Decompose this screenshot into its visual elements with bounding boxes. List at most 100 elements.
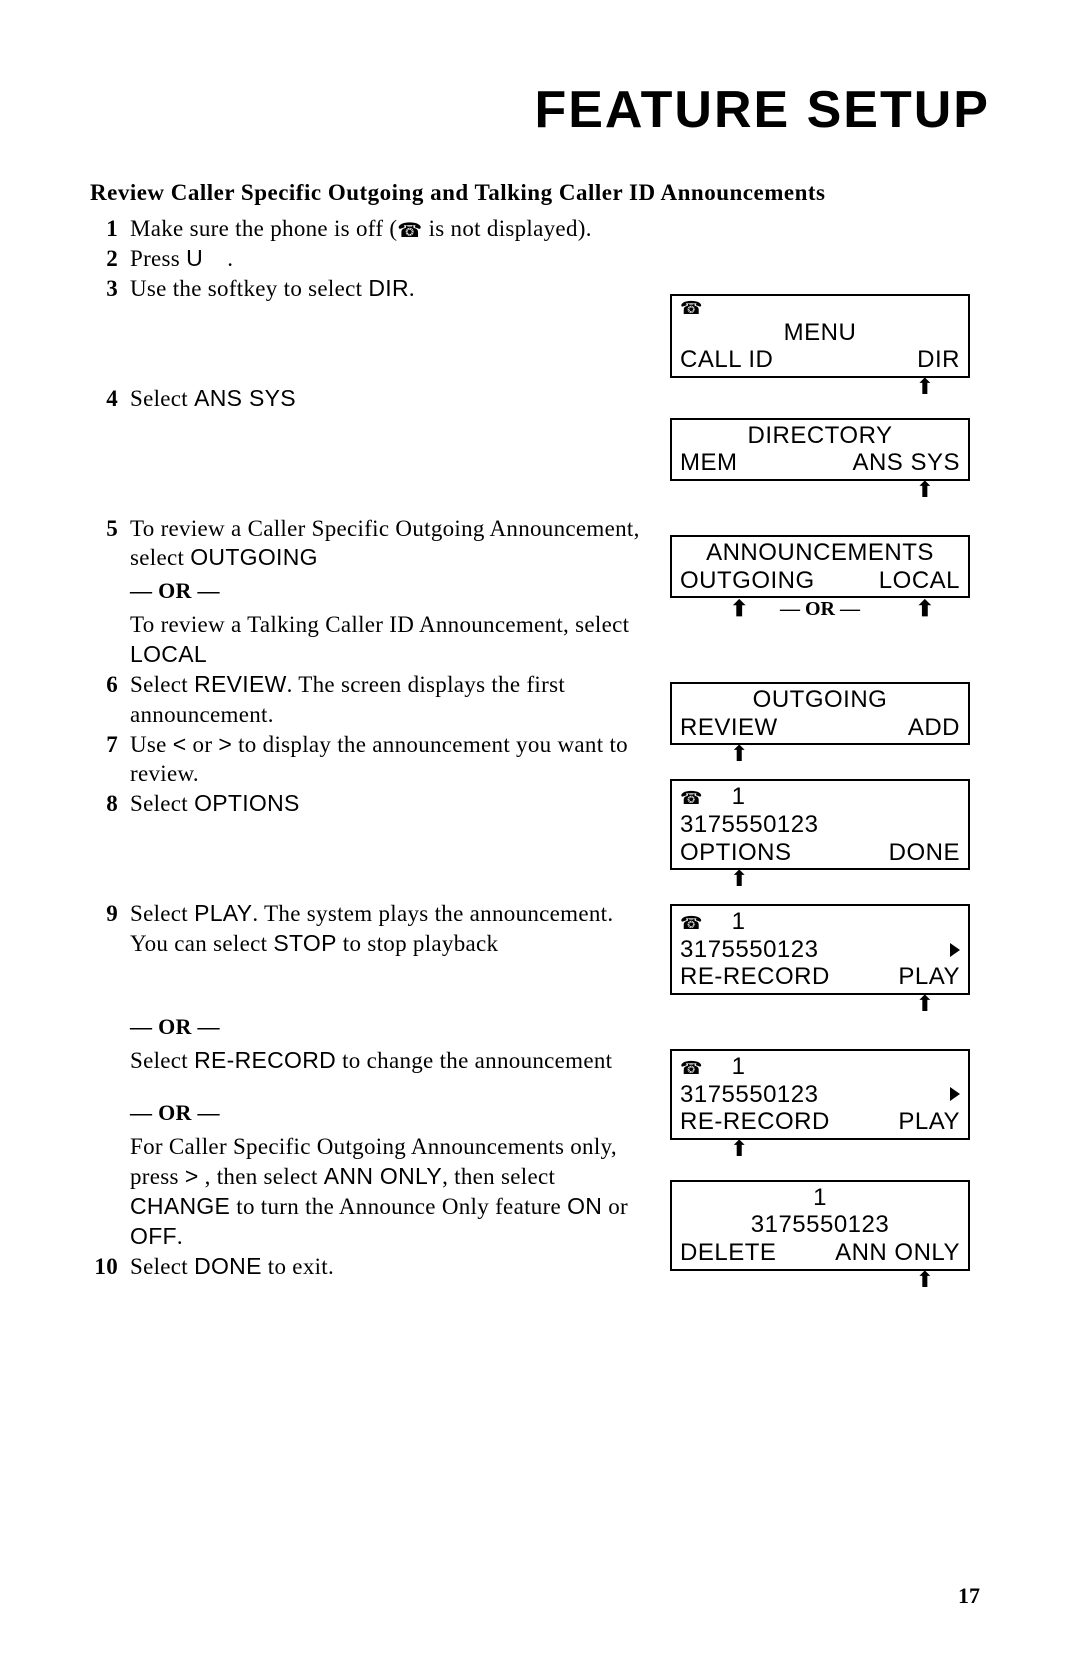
arrow-up-icon: ⬆ xyxy=(730,1136,748,1162)
arrow-row: ⬆ xyxy=(670,745,970,771)
softkey-right: DIR xyxy=(917,346,960,374)
softkey-left: REVIEW xyxy=(680,714,778,742)
arrow-up-icon: ⬆ xyxy=(916,596,934,622)
screen-options: ☎ 1 3175550123 OPTIONS DONE ⬆ xyxy=(670,779,990,896)
lcd-screen: ☎ 1 3175550123 RE-RECORD PLAY xyxy=(670,1049,970,1140)
text: Make sure the phone is off ( xyxy=(130,216,397,241)
softkey-left: OPTIONS xyxy=(680,839,792,867)
section-heading: Review Caller Specific Outgoing and Talk… xyxy=(90,180,990,206)
screen-play: ☎ 1 3175550123 RE-RECORD PLAY ⬆ xyxy=(670,904,990,1021)
text: . xyxy=(227,246,233,271)
triangle-right-icon xyxy=(950,943,960,957)
arrow-up-icon: ⬆ xyxy=(730,741,748,767)
step-body: Make sure the phone is off (☎ is not dis… xyxy=(130,214,650,244)
softkey-right: DONE xyxy=(889,839,960,867)
text: Press xyxy=(130,246,186,271)
step-body: Select PLAY. The system plays the announ… xyxy=(130,899,650,1251)
softkey-label: RE-RECORD xyxy=(194,1047,336,1073)
step-body: Select ANS SYS xyxy=(130,384,650,414)
step-2: 2 Press U . xyxy=(90,244,650,274)
text: to change the announcement xyxy=(336,1048,612,1073)
arrow-up-icon: ⬆ xyxy=(730,866,748,892)
page-title: FEATURE SETUP xyxy=(90,80,990,140)
screen-menu: ☎ MENU CALL ID DIR ⬆ xyxy=(670,294,990,404)
entry-number: 1 xyxy=(732,1053,746,1080)
arrow-row: ⬆ xyxy=(670,870,970,896)
step-6: 6 Select REVIEW. The screen displays the… xyxy=(90,670,650,730)
arrow-up-icon: ⬆ xyxy=(916,477,934,503)
step-3: 3 Use the softkey to select DIR. xyxy=(90,274,650,304)
softkey-right: ANN ONLY xyxy=(835,1239,960,1267)
step-8: 8 Select OPTIONS xyxy=(90,789,650,819)
softkey-left: DELETE xyxy=(680,1239,776,1267)
softkey-label: DIR xyxy=(368,275,409,301)
softkey-right: PLAY xyxy=(898,963,960,991)
key-label: > xyxy=(185,1163,199,1189)
softkey-right: LOCAL xyxy=(879,567,960,595)
step-9: 9 Select PLAY. The system plays the anno… xyxy=(90,899,650,1251)
softkey-left: MEM xyxy=(680,449,738,477)
lcd-screen: DIRECTORY MEM ANS SYS xyxy=(670,418,970,481)
softkey-left: RE-RECORD xyxy=(680,963,830,991)
entry-number: 1 xyxy=(732,908,746,935)
lcd-screen: ☎ MENU CALL ID DIR xyxy=(670,294,970,378)
page-number: 17 xyxy=(958,1583,980,1609)
text: Use the softkey to select xyxy=(130,276,368,301)
step-num: 5 xyxy=(90,514,130,544)
text: is not displayed). xyxy=(423,216,592,241)
text: to exit. xyxy=(262,1254,334,1279)
arrow-up-icon: ⬆ xyxy=(916,374,934,400)
phone-icon: ☎ xyxy=(680,913,703,933)
text: Select xyxy=(130,672,194,697)
lcd-screen: 1 3175550123 DELETE ANN ONLY xyxy=(670,1180,970,1271)
text: Select xyxy=(130,791,194,816)
step-num: 9 xyxy=(90,899,130,929)
text: to stop playback xyxy=(337,931,499,956)
arrow-row: ⬆ xyxy=(670,378,970,404)
step-body: Press U . xyxy=(130,244,650,274)
screen-rerecord: ☎ 1 3175550123 RE-RECORD PLAY ⬆ xyxy=(670,1049,990,1166)
text: , then select xyxy=(199,1164,324,1189)
softkey-right: PLAY xyxy=(898,1108,960,1136)
phone-number: 3175550123 xyxy=(751,1211,889,1239)
or-separator: — OR — xyxy=(130,1099,650,1128)
softkey-label: ON xyxy=(567,1193,602,1219)
text: Use xyxy=(130,732,173,757)
softkey-label: OPTIONS xyxy=(194,790,300,816)
lcd-screen: OUTGOING REVIEW ADD xyxy=(670,682,970,745)
triangle-right-icon xyxy=(950,1087,960,1101)
softkey-left: CALL ID xyxy=(680,346,773,374)
step-body: To review a Caller Specific Outgoing Ann… xyxy=(130,514,650,670)
lcd-screen: ☎ 1 3175550123 OPTIONS DONE xyxy=(670,779,970,870)
step-body: Select REVIEW. The screen displays the f… xyxy=(130,670,650,730)
steps-column: 1 Make sure the phone is off (☎ is not d… xyxy=(90,214,670,1281)
softkey-label: ANN ONLY xyxy=(324,1163,442,1189)
arrow-up-icon: ⬆ xyxy=(916,1267,934,1293)
screen-title: OUTGOING xyxy=(753,686,888,714)
screens-column: ☎ MENU CALL ID DIR ⬆ DIRECTORY MEM xyxy=(670,214,990,1305)
text: to turn the Announce Only feature xyxy=(230,1194,567,1219)
softkey-label: ANS SYS xyxy=(194,385,296,411)
text: Select xyxy=(130,1048,194,1073)
softkey-left: OUTGOING xyxy=(680,567,815,595)
key-label: > xyxy=(218,731,232,757)
text: , then select xyxy=(442,1164,555,1189)
step-num: 2 xyxy=(90,244,130,274)
softkey-label: CHANGE xyxy=(130,1193,230,1219)
arrow-row: ⬆ xyxy=(670,1140,970,1166)
step-5: 5 To review a Caller Specific Outgoing A… xyxy=(90,514,650,670)
step-num: 4 xyxy=(90,384,130,414)
softkey-left: RE-RECORD xyxy=(680,1108,830,1136)
or-separator: — OR — xyxy=(780,598,860,620)
softkey-label: REVIEW xyxy=(194,671,287,697)
screen-annonly: 1 3175550123 DELETE ANN ONLY ⬆ xyxy=(670,1180,990,1297)
key-label: U xyxy=(186,245,203,271)
step-num: 8 xyxy=(90,789,130,819)
softkey-label: LOCAL xyxy=(130,641,207,667)
text: Select xyxy=(130,901,194,926)
arrow-row: ⬆ xyxy=(670,995,970,1021)
softkey-label: OUTGOING xyxy=(190,544,318,570)
phone-number: 3175550123 xyxy=(680,1081,818,1109)
softkey-label: STOP xyxy=(273,930,336,956)
step-body: Use < or > to display the announcement y… xyxy=(130,730,650,790)
